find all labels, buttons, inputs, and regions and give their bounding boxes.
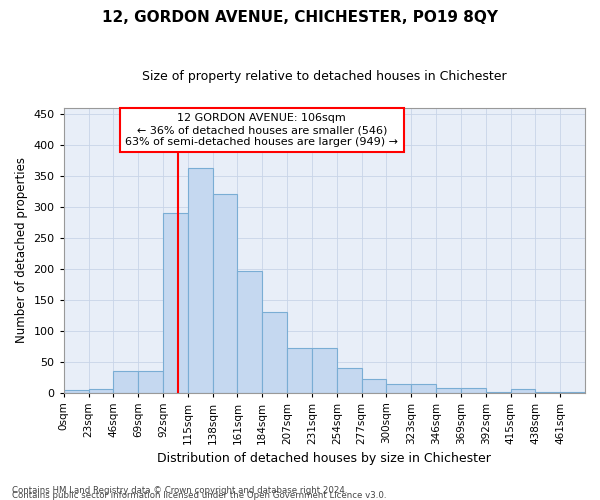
- Bar: [312, 348, 337, 393]
- Bar: [436, 388, 461, 392]
- Bar: [64, 390, 89, 392]
- Bar: [511, 389, 535, 392]
- Bar: [113, 371, 138, 392]
- Text: Contains HM Land Registry data © Crown copyright and database right 2024.: Contains HM Land Registry data © Crown c…: [12, 486, 347, 495]
- Bar: [362, 379, 386, 392]
- Bar: [212, 194, 238, 392]
- Bar: [411, 384, 436, 392]
- Bar: [461, 388, 486, 392]
- X-axis label: Distribution of detached houses by size in Chichester: Distribution of detached houses by size …: [157, 452, 491, 465]
- Title: Size of property relative to detached houses in Chichester: Size of property relative to detached ho…: [142, 70, 506, 83]
- Bar: [337, 368, 362, 392]
- Bar: [386, 384, 411, 392]
- Y-axis label: Number of detached properties: Number of detached properties: [15, 157, 28, 343]
- Bar: [138, 371, 163, 392]
- Bar: [262, 312, 287, 392]
- Text: 12, GORDON AVENUE, CHICHESTER, PO19 8QY: 12, GORDON AVENUE, CHICHESTER, PO19 8QY: [102, 10, 498, 25]
- Bar: [89, 390, 113, 392]
- Bar: [163, 213, 188, 392]
- Bar: [188, 168, 212, 392]
- Bar: [287, 348, 312, 393]
- Text: Contains public sector information licensed under the Open Government Licence v3: Contains public sector information licen…: [12, 491, 386, 500]
- Bar: [238, 270, 262, 392]
- Text: 12 GORDON AVENUE: 106sqm
← 36% of detached houses are smaller (546)
63% of semi-: 12 GORDON AVENUE: 106sqm ← 36% of detach…: [125, 114, 398, 146]
